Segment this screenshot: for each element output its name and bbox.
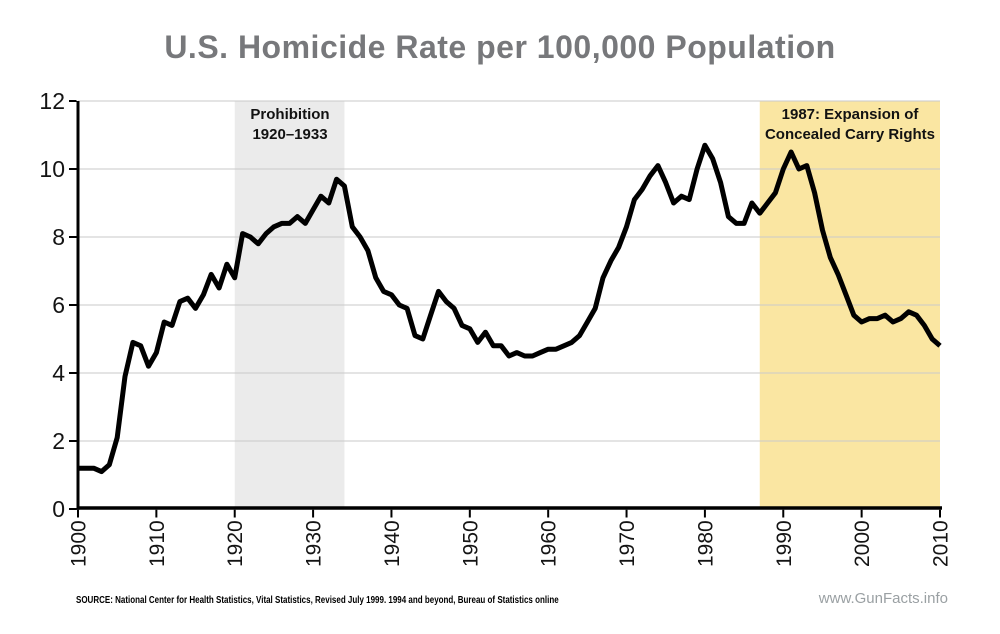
svg-text:2: 2	[52, 428, 65, 454]
svg-text:0: 0	[52, 496, 65, 522]
svg-text:1900: 1900	[68, 520, 91, 567]
watermark-text: www.GunFacts.info	[818, 590, 948, 607]
chart-title: U.S. Homicide Rate per 100,000 Populatio…	[164, 29, 836, 65]
svg-text:1990: 1990	[773, 520, 796, 567]
svg-text:10: 10	[39, 156, 65, 182]
svg-text:1910: 1910	[146, 520, 169, 567]
y-axis-labels: 0 2 4 6 8 10 12	[39, 88, 65, 522]
svg-text:1930: 1930	[303, 520, 326, 567]
homicide-rate-line	[78, 142, 942, 475]
svg-text:1950: 1950	[459, 520, 482, 567]
svg-text:1980: 1980	[694, 520, 717, 567]
prohibition-band-label: Prohibition 1920–1933	[250, 106, 330, 143]
svg-text:8: 8	[52, 224, 65, 250]
svg-text:6: 6	[52, 292, 65, 318]
svg-text:12: 12	[39, 88, 65, 114]
source-note: SOURCE: National Center for Health Stati…	[76, 595, 559, 606]
svg-text:1940: 1940	[381, 520, 404, 567]
svg-text:2000: 2000	[851, 520, 874, 567]
svg-text:1960: 1960	[538, 520, 561, 567]
axes	[69, 100, 942, 518]
svg-text:2010: 2010	[930, 520, 953, 567]
concealed-carry-band-label: 1987: Expansion of Concealed Carry Right…	[764, 106, 936, 143]
svg-text:4: 4	[52, 360, 65, 386]
svg-text:1970: 1970	[616, 520, 639, 567]
x-axis-labels: 1900 1910 1920 1930 1940 1950 1960 1970 1980 1990…	[68, 520, 953, 567]
svg-text:1920: 1920	[224, 520, 247, 567]
